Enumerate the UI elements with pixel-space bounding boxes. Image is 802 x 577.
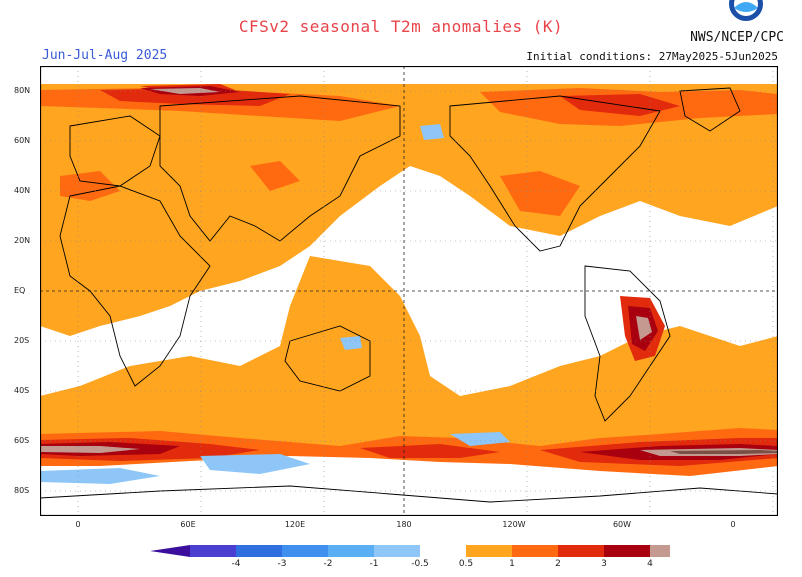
lon-label: 60E	[180, 520, 196, 529]
anomaly-region-warm-weak	[40, 84, 778, 336]
anomaly-region-warm-very	[40, 442, 778, 460]
temperature-anomaly-map	[40, 66, 778, 516]
lon-label: 0	[730, 520, 736, 529]
agency-label: NWS/NCEP/CPC	[690, 30, 784, 45]
colorbar-tick-label: -4	[231, 559, 241, 569]
colorbar-tick-label: 2	[555, 559, 561, 569]
noaa-logo-icon	[729, 0, 763, 21]
coastline-australia	[284, 325, 371, 392]
season-label: Jun-Jul-Aug 2025	[42, 48, 168, 63]
anomaly-region-warm-strong	[100, 84, 680, 116]
lon-label: 120E	[284, 520, 306, 529]
anomaly-region-warm-extreme	[40, 446, 778, 456]
lon-label: 180	[396, 520, 412, 529]
anomaly-region-warm-weak	[40, 256, 778, 456]
colorbar-swatch	[236, 545, 282, 557]
colorbar-tick-label: 1	[509, 559, 515, 569]
colorbar-swatch	[512, 545, 558, 557]
colorbar-swatch	[650, 545, 670, 557]
map-title: CFSv2 seasonal T2m anomalies (K)	[238, 17, 564, 36]
coastline-antarctica	[40, 485, 778, 503]
colorbar-swatch	[190, 545, 236, 557]
colorbar-tick-label: 4	[647, 559, 653, 569]
colorbar-tick-label: -2	[323, 559, 333, 569]
colorbar-swatch	[282, 545, 328, 557]
colorbar-tick-label: -0.5	[411, 559, 429, 569]
colorbar-swatch	[150, 545, 190, 557]
anomaly-region-warm-extreme	[636, 316, 652, 340]
anomaly-region-warm-strong	[40, 438, 778, 466]
coastline-africa	[59, 185, 211, 387]
map-frame	[40, 66, 778, 516]
graticule	[40, 66, 778, 516]
lat-label: 20S	[14, 336, 30, 345]
initial-conditions-label: Initial conditions: 27May2025-5Jun2025	[526, 50, 778, 63]
lat-label: 20N	[14, 236, 31, 245]
coastline-greenland	[679, 87, 741, 132]
lat-label: 60S	[14, 436, 30, 445]
colorbar-tick-label: 0.5	[458, 559, 474, 569]
colorbar-tick-label: 3	[601, 559, 607, 569]
colorbar-swatch	[374, 545, 420, 557]
lat-label: 80S	[14, 486, 30, 495]
colorbar-tick-label: -1	[369, 559, 379, 569]
colorbar-swatch	[558, 545, 604, 557]
colorbar-swatch	[466, 545, 512, 557]
lat-label: 40S	[14, 386, 30, 395]
lon-label: 120W	[502, 520, 526, 529]
coastline-europe	[69, 115, 161, 187]
lon-label: 60W	[612, 520, 632, 529]
colorbar-swatch	[328, 545, 374, 557]
anomaly-region-warm-max	[670, 450, 778, 454]
anomaly-region-warm-mid	[40, 88, 778, 216]
lat-label: 60N	[14, 136, 31, 145]
colorbar-tick-label: -3	[277, 559, 287, 569]
colorbar	[150, 545, 670, 557]
anomaly-fields	[40, 84, 778, 484]
colorbar-swatch	[420, 545, 466, 557]
lat-label: 80N	[14, 86, 31, 95]
coastline-north-america	[449, 95, 661, 252]
lat-label: 40N	[14, 186, 31, 195]
lat-label: EQ	[14, 286, 26, 295]
colorbar-swatch	[604, 545, 650, 557]
lon-label: 0	[75, 520, 81, 529]
